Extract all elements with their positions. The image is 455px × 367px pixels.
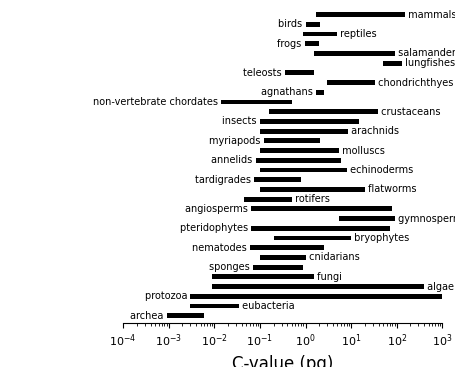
Bar (339, 216, 394, 221)
Text: myriapods: myriapods (208, 136, 263, 146)
Bar (259, 148, 339, 153)
Bar (303, 32, 337, 36)
Bar (273, 236, 350, 240)
Bar (327, 80, 374, 85)
Text: fungi: fungi (313, 272, 341, 282)
Text: eubacteria: eubacteria (238, 301, 294, 311)
Text: pteridophytes: pteridophytes (180, 223, 251, 233)
Text: arachnids: arachnids (347, 126, 398, 136)
Text: chondrichthyes: chondrichthyes (374, 77, 453, 88)
Bar (243, 197, 291, 201)
Text: tardigrades: tardigrades (195, 175, 254, 185)
Bar (253, 265, 303, 269)
Bar (251, 226, 389, 231)
Text: nematodes: nematodes (192, 243, 249, 253)
Text: birds: birds (278, 19, 305, 29)
Bar (284, 70, 313, 75)
Bar (259, 187, 364, 192)
Bar (315, 90, 323, 95)
Text: echinoderms: echinoderms (346, 165, 412, 175)
Text: gymnosperms: gymnosperms (394, 214, 455, 224)
Bar (313, 51, 394, 56)
Text: protozoa: protozoa (145, 291, 190, 301)
Bar (304, 41, 318, 46)
Text: algae: algae (423, 281, 453, 291)
Text: agnathans: agnathans (260, 87, 315, 97)
Bar (254, 177, 300, 182)
Text: flatworms: flatworms (364, 185, 415, 195)
Bar (190, 294, 441, 299)
Bar (263, 138, 319, 143)
Bar (212, 284, 423, 289)
Bar (259, 255, 305, 260)
Text: cnidarians: cnidarians (305, 252, 359, 262)
Text: salamanders: salamanders (394, 48, 455, 58)
Bar (315, 12, 404, 17)
Bar (190, 304, 238, 308)
Text: reptiles: reptiles (337, 29, 376, 39)
X-axis label: C-value (pg): C-value (pg) (232, 355, 333, 367)
Text: rotifers: rotifers (291, 194, 329, 204)
Bar (255, 158, 340, 163)
Text: bryophytes: bryophytes (350, 233, 409, 243)
Bar (249, 245, 323, 250)
Text: insects: insects (222, 116, 259, 127)
Text: non-vertebrate chordates: non-vertebrate chordates (93, 97, 221, 107)
Text: molluscs: molluscs (339, 146, 384, 156)
Text: sponges: sponges (208, 262, 253, 272)
Text: lungfishes: lungfishes (401, 58, 454, 68)
Bar (268, 109, 377, 114)
Text: mammals: mammals (404, 10, 455, 19)
Text: crustaceans: crustaceans (377, 107, 439, 117)
Bar (212, 275, 313, 279)
Text: frogs: frogs (277, 39, 304, 49)
Text: archea: archea (130, 311, 166, 321)
Bar (305, 22, 319, 27)
Bar (251, 206, 391, 211)
Bar (259, 168, 346, 172)
Bar (259, 119, 359, 124)
Bar (382, 61, 401, 66)
Bar (166, 313, 204, 318)
Text: angiosperms: angiosperms (185, 204, 251, 214)
Bar (259, 129, 347, 134)
Text: annelids: annelids (211, 155, 255, 165)
Text: teleosts: teleosts (243, 68, 284, 78)
Bar (221, 99, 291, 105)
